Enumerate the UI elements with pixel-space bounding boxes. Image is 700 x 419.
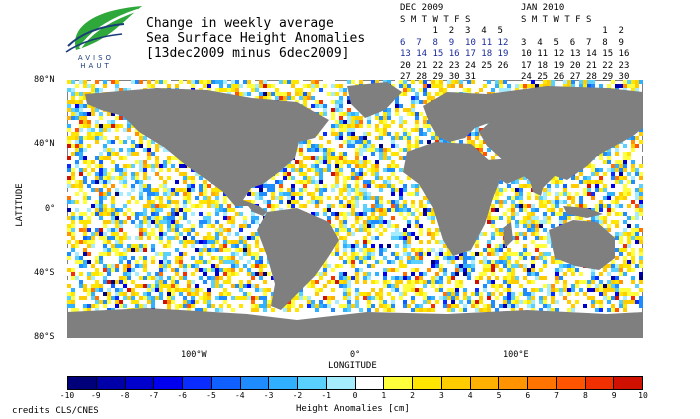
land-masses xyxy=(67,82,643,338)
colorbar-segment xyxy=(298,377,327,389)
colorbar-label: Height Anomalies [cm] xyxy=(296,404,410,414)
sea-surface-height-map xyxy=(67,80,643,338)
colorbar-tick-label: -2 xyxy=(292,391,303,400)
colorbar-tick-label: 3 xyxy=(438,391,444,400)
colorbar-segment xyxy=(269,377,298,389)
colorbar-segment xyxy=(470,377,500,389)
y-tick-label: 80°N xyxy=(34,75,55,85)
calendar-week-row: 6 7 8 9 10 11 12 xyxy=(400,37,509,48)
calendar-week-row: 1 2 3 4 5 xyxy=(400,26,503,36)
colorbar-tick-label: 1 xyxy=(381,391,387,400)
colorbar-tick-label: 2 xyxy=(410,391,415,400)
aviso-logo: AVISO HAUT xyxy=(62,4,146,70)
x-tick-label: 100°W xyxy=(181,350,207,360)
colorbar-segment xyxy=(183,377,212,389)
calendar-month: DEC 2009 xyxy=(400,3,444,13)
calendar-week-row: 20 21 22 23 24 25 26 xyxy=(400,60,509,71)
colorbar-tick-label: 4 xyxy=(467,391,473,400)
colorbar-segment xyxy=(68,377,97,389)
colorbar-segment xyxy=(499,377,528,389)
colorbar-tick-label: -6 xyxy=(177,391,187,400)
colorbar-tick-label: -9 xyxy=(90,391,101,400)
calendar-week-row: 3 4 5 6 7 8 9 xyxy=(521,37,624,48)
x-axis-label: LONGITUDE xyxy=(328,361,377,371)
colorbar-tick-label: 8 xyxy=(582,391,588,400)
colorbar-segment xyxy=(125,377,155,389)
colorbar-segment xyxy=(614,377,642,389)
calendar-week-row: 1 2 xyxy=(521,26,624,36)
colorbar-tick-label: -7 xyxy=(148,391,159,400)
colorbar-segment xyxy=(585,377,615,389)
calendar-week-row: 13 14 15 16 17 18 19 xyxy=(400,49,509,59)
colorbar-tick-label: 9 xyxy=(611,391,617,400)
colorbar-segment xyxy=(326,377,356,389)
colorbar-segment xyxy=(384,377,413,389)
colorbar-tick-label: -4 xyxy=(234,391,245,400)
calendar-days-header: S M T W T F S xyxy=(400,14,471,25)
x-tick-label: 0° xyxy=(350,350,361,360)
title-line-1: Change in weekly average xyxy=(146,16,334,31)
colorbar-tick-label: 0 xyxy=(352,391,358,400)
colorbar-segment xyxy=(211,377,241,389)
colorbar xyxy=(67,376,643,390)
colorbar-tick-label: 7 xyxy=(554,391,559,400)
colorbar-segment xyxy=(240,377,270,389)
colorbar-segment xyxy=(441,377,471,389)
y-axis-label: LATITUDE xyxy=(15,183,25,227)
credits-text: credits CLS/CNES xyxy=(12,406,99,416)
leaf-logo-icon xyxy=(65,6,142,53)
colorbar-segment xyxy=(528,377,557,389)
calendar-week-row: 24 25 26 27 28 29 30 xyxy=(521,72,630,82)
y-tick-label: 40°S xyxy=(34,268,55,278)
colorbar-segment xyxy=(413,377,442,389)
x-tick-label: 100°E xyxy=(503,350,529,360)
colorbar-tick-label: -1 xyxy=(321,391,331,400)
logo-text: AVISO HAUT xyxy=(77,54,115,70)
title-line-3: [13dec2009 minus 6dec2009] xyxy=(146,46,350,61)
title-line-2: Sea Surface Height Anomalies xyxy=(146,31,366,46)
y-tick-label: 40°N xyxy=(34,139,55,149)
colorbar-segment xyxy=(154,377,183,389)
colorbar-tick-label: 10 xyxy=(638,391,648,400)
colorbar-segment xyxy=(556,377,586,389)
calendar-week-row: 27 28 29 30 31 xyxy=(400,72,476,82)
calendar-month: JAN 2010 xyxy=(521,3,565,13)
colorbar-tick-label: -10 xyxy=(59,391,75,400)
colorbar-tick-label: 6 xyxy=(525,391,531,400)
calendar-week-row: 17 18 19 20 21 22 23 xyxy=(521,60,630,71)
colorbar-tick-label: 5 xyxy=(496,391,502,400)
y-tick-label: 80°S xyxy=(34,332,55,342)
colorbar-tick-label: -8 xyxy=(119,391,130,400)
colorbar-tick-label: -5 xyxy=(206,391,216,400)
y-tick-label: 0° xyxy=(45,204,56,214)
colorbar-tick-label: -3 xyxy=(263,391,274,400)
colorbar-segment xyxy=(355,377,385,389)
calendar-days-header: S M T W T F S xyxy=(521,14,592,25)
calendar-week-row: 10 11 12 13 14 15 16 xyxy=(521,49,630,59)
colorbar-segment xyxy=(96,377,126,389)
